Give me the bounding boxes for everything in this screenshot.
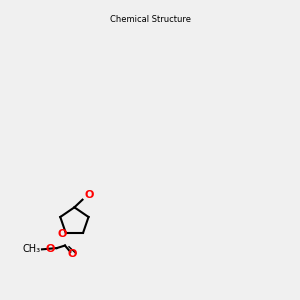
Title: Chemical Structure: Chemical Structure	[110, 15, 190, 24]
Text: CH₃: CH₃	[22, 244, 40, 254]
Text: O: O	[45, 244, 55, 254]
Text: O: O	[85, 190, 94, 200]
Text: O: O	[67, 249, 76, 260]
Text: O: O	[58, 229, 67, 239]
